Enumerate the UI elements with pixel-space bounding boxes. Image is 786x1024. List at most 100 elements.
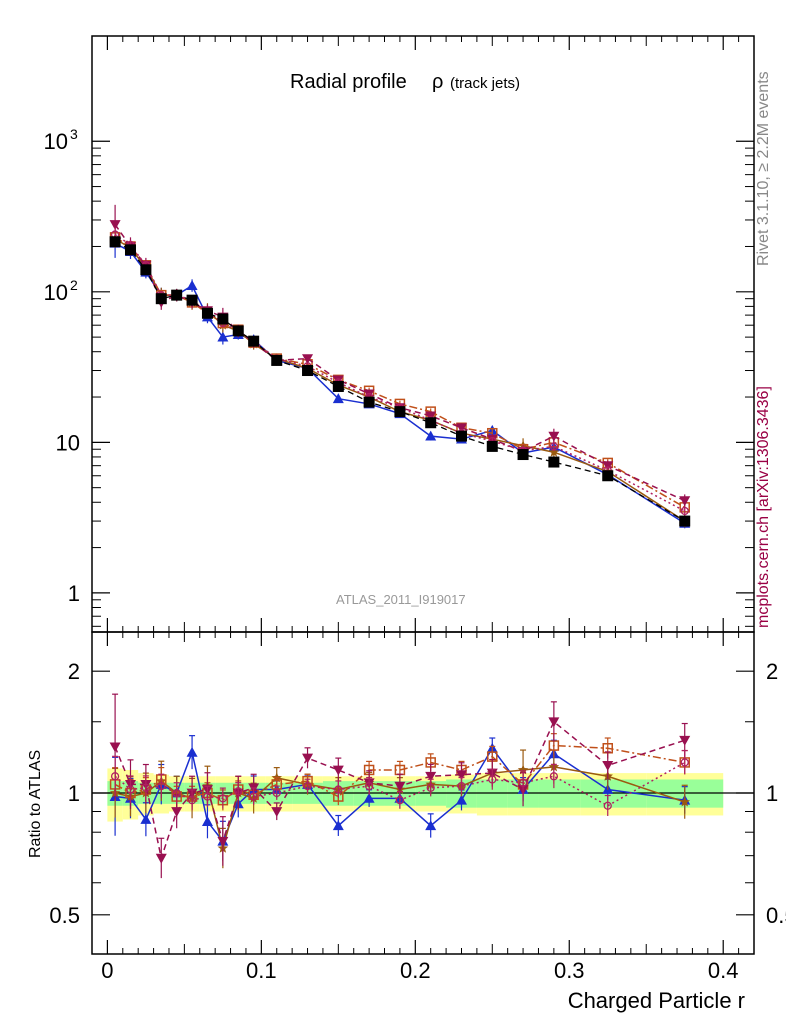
- y-tick-label: 10: [44, 129, 68, 154]
- ratio-point: [425, 820, 437, 831]
- x-tick-label: 0: [101, 958, 113, 983]
- data-point-atlas: [679, 515, 691, 527]
- ratio-point: [603, 801, 612, 810]
- data-point: [109, 220, 121, 230]
- ratio-point: [455, 770, 467, 781]
- data-point-atlas: [201, 307, 213, 319]
- ratio-point: [457, 781, 466, 791]
- ratio-point: [303, 781, 312, 791]
- x-tick-label: 0.2: [400, 958, 431, 983]
- data-point-atlas: [271, 354, 283, 366]
- data-point: [425, 430, 437, 441]
- data-point-atlas: [332, 380, 344, 392]
- ratio-point: [602, 761, 614, 771]
- ratio-point: [395, 796, 405, 805]
- data-point-atlas: [425, 417, 437, 429]
- ratio-point: [517, 764, 529, 775]
- rivet-version-label: Rivet 3.1.10, ≥ 2.2M events: [755, 71, 772, 266]
- data-point-atlas: [363, 396, 375, 408]
- data-point-atlas: [109, 236, 121, 248]
- ratio-point: [141, 783, 151, 792]
- ratio-point: [334, 785, 343, 794]
- data-point: [602, 461, 614, 472]
- series-line: [114, 224, 686, 502]
- series-ratio-4: [110, 749, 689, 816]
- data-point: [455, 423, 467, 434]
- y-tick-label-ratio: 0.5: [49, 903, 80, 928]
- x-tick-label: 0.3: [554, 958, 585, 983]
- series-line: [114, 236, 686, 509]
- series-ratio-line: [114, 761, 686, 807]
- y-tick-label-ratio: 2: [68, 659, 80, 684]
- ratio-point: [187, 796, 197, 805]
- series-main-3: [109, 204, 691, 507]
- ratio-point: [363, 792, 375, 803]
- data-point-atlas: [140, 264, 152, 276]
- data-point-atlas: [232, 325, 244, 337]
- ratio-point: [203, 792, 212, 801]
- data-point-atlas: [602, 470, 614, 482]
- y-tick-label-ratio-right: 1: [766, 781, 778, 806]
- plot-title-suffix: (track jets): [450, 75, 520, 92]
- data-point: [302, 354, 314, 365]
- data-point-atlas: [155, 293, 167, 305]
- data-point-atlas: [548, 456, 560, 468]
- x-tick-label: 0.4: [708, 958, 739, 983]
- ratio-y-axis-title: Ratio to ATLAS: [27, 750, 44, 858]
- series-main-1: [109, 229, 690, 528]
- ratio-point: [271, 807, 283, 818]
- data-point-atlas: [455, 430, 467, 442]
- data-point: [186, 280, 198, 290]
- data-point-atlas: [171, 289, 183, 301]
- y-tick-label-ratio-right: 0.5: [766, 903, 786, 928]
- y-tick-label-exponent: 3: [70, 126, 78, 142]
- ratio-point: [172, 788, 181, 798]
- ratio-point: [157, 781, 166, 791]
- ratio-point: [109, 742, 121, 753]
- ratio-point: [425, 771, 437, 782]
- ratio-point: [394, 781, 406, 792]
- ratio-point: [680, 758, 689, 767]
- data-line: [114, 241, 686, 522]
- data-point-atlas: [302, 365, 314, 377]
- series-line: [114, 238, 686, 522]
- series-line: [114, 233, 686, 512]
- series-data-atlas: [109, 236, 691, 527]
- series-ratio-line: [115, 746, 685, 843]
- ratio-point: [332, 820, 344, 831]
- ratio-point: [126, 785, 135, 794]
- ratio-point: [332, 765, 344, 776]
- ratio-point: [171, 807, 183, 818]
- data-point: [679, 496, 691, 507]
- data-point: [217, 331, 229, 342]
- ratio-point: [155, 853, 167, 864]
- y-tick-label-exponent: 2: [70, 277, 78, 293]
- y-tick-label: 1: [68, 581, 80, 606]
- ratio-point: [140, 814, 152, 824]
- ratio-point: [455, 794, 467, 805]
- ratio-point: [548, 717, 560, 728]
- series-ratio-line: [114, 744, 685, 802]
- ratio-point: [549, 772, 559, 781]
- ratio-point: [217, 836, 229, 847]
- ratio-point: [110, 772, 120, 781]
- x-axis-title: Charged Particle r: [568, 988, 745, 1013]
- ratio-point: [302, 753, 314, 764]
- data-point-atlas: [124, 244, 136, 256]
- y-tick-label-ratio: 1: [68, 781, 80, 806]
- analysis-label: ATLAS_2011_I919017: [336, 592, 466, 607]
- ratio-point: [249, 792, 258, 801]
- ratio-point: [234, 787, 243, 796]
- x-tick-label: 0.1: [246, 958, 277, 983]
- ratio-point: [488, 775, 497, 784]
- series-line: [114, 242, 686, 524]
- y-tick-label: 10: [56, 430, 80, 455]
- ratio-point: [679, 735, 691, 746]
- ratio-point: [272, 788, 281, 798]
- data-point: [549, 442, 559, 451]
- ratio-point: [518, 778, 528, 787]
- data-point-atlas: [486, 440, 498, 452]
- ratio-point: [218, 794, 228, 803]
